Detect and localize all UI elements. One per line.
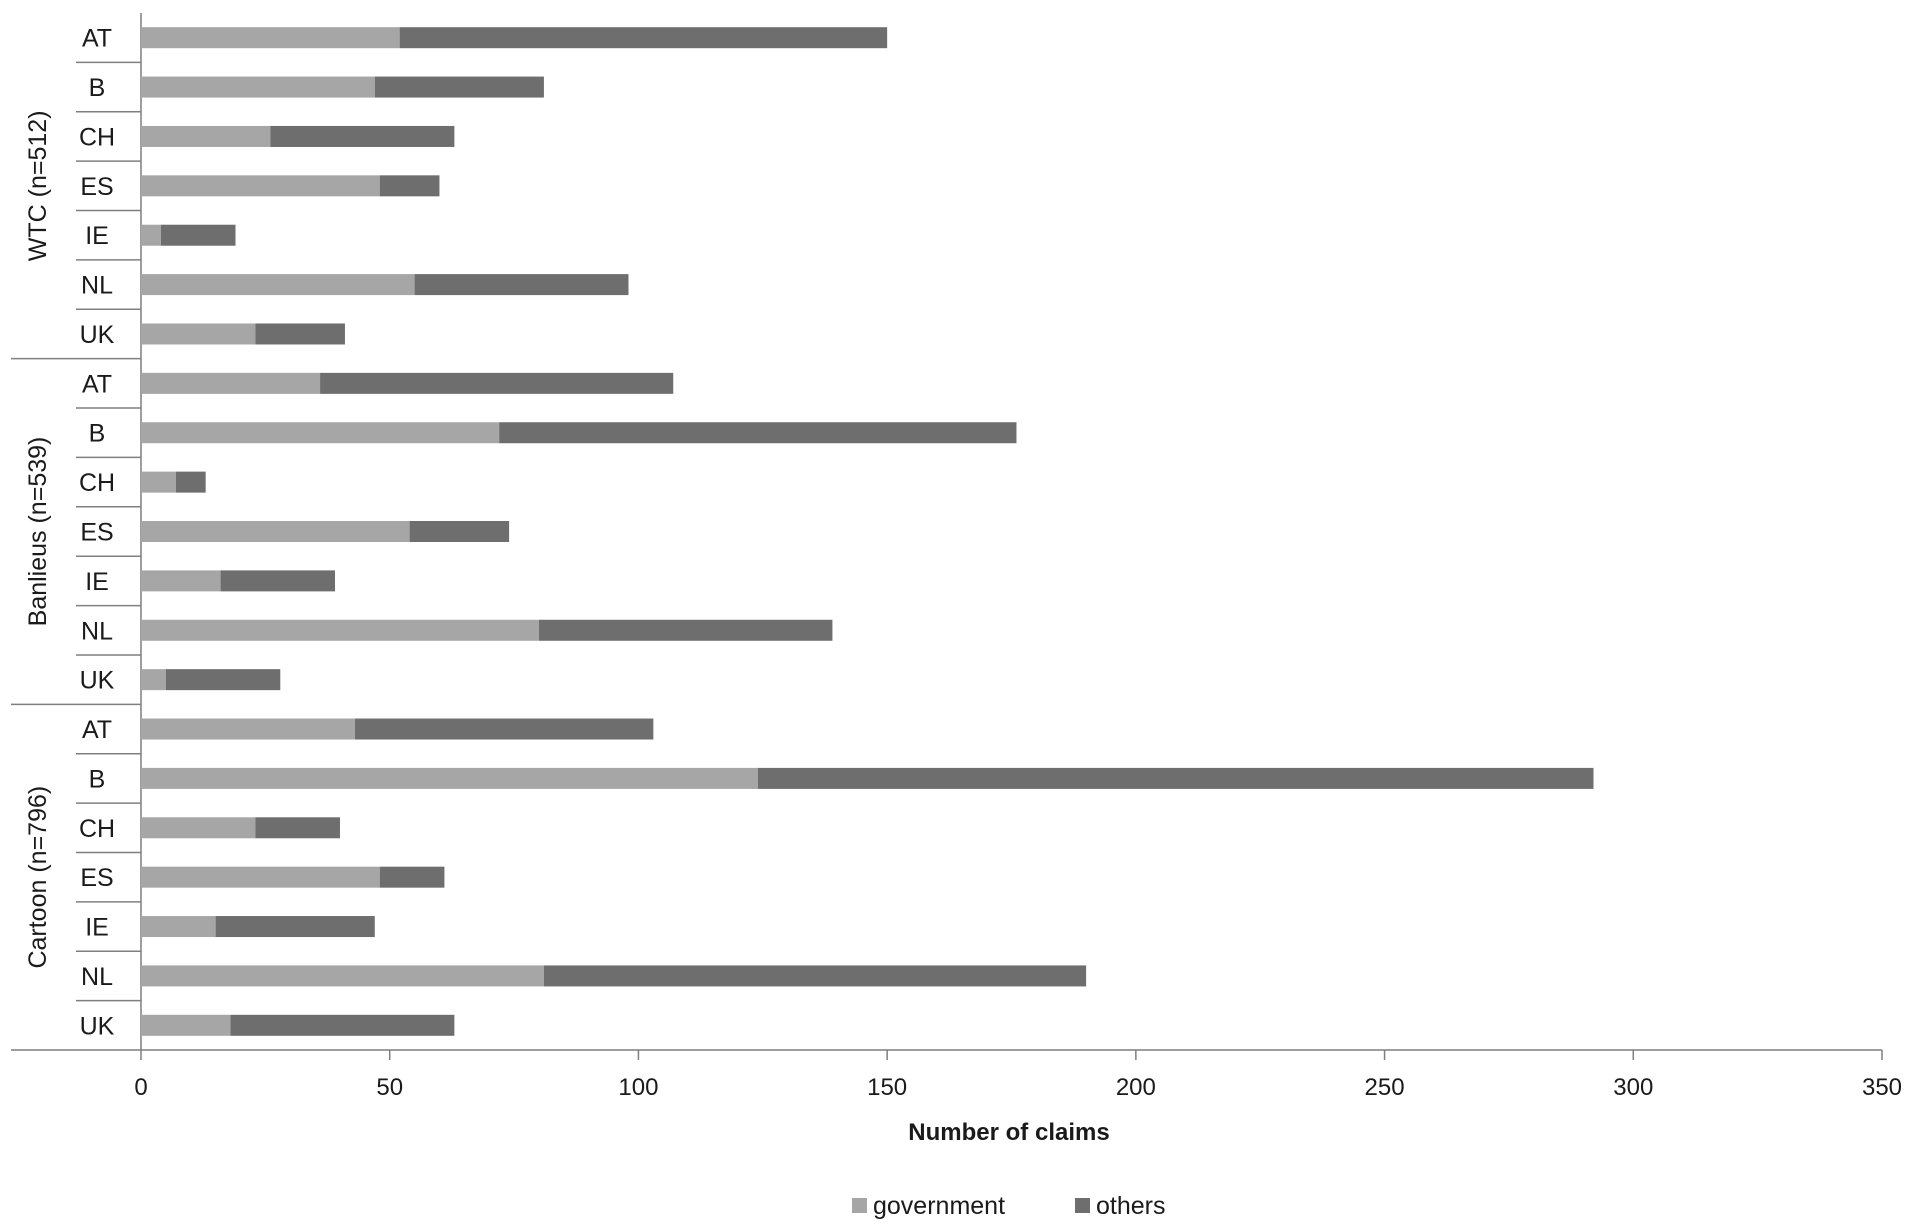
x-tick-label: 300 (1613, 1074, 1653, 1101)
bar-others (160, 224, 236, 246)
bar-government (141, 718, 355, 740)
category-label: CH (79, 469, 115, 497)
bar-government (141, 175, 380, 197)
legend-swatch-government (852, 1198, 867, 1213)
bar-others (175, 471, 206, 493)
bar-government (141, 817, 256, 839)
group-label: WTC (n=512) (24, 110, 52, 261)
category-label: B (89, 420, 106, 448)
bar-government (141, 274, 415, 296)
bar-others (409, 521, 510, 542)
category-label: CH (79, 815, 115, 843)
x-axis-title: Number of claims (908, 1119, 1109, 1146)
bar-others (255, 817, 340, 839)
bar-others (543, 965, 1087, 987)
bar-government (141, 965, 544, 987)
bar-government (141, 866, 380, 888)
bar-others (379, 175, 440, 197)
category-label: IE (85, 914, 109, 942)
bar-others (414, 274, 629, 296)
bar-others (499, 422, 1017, 444)
bar-government (141, 125, 271, 147)
bar-others (399, 27, 888, 49)
category-label: B (89, 765, 106, 793)
x-tick-label: 350 (1862, 1074, 1902, 1101)
category-labels: AT B CH ES IE NL UK WTC (n=512) AT B CH ES IE NL UK Ban… (24, 25, 115, 1041)
x-tick-label: 200 (1116, 1074, 1156, 1101)
bar-government (141, 372, 321, 394)
x-tick-label: 100 (618, 1074, 658, 1101)
bars (141, 27, 1594, 1036)
bar-government (141, 570, 221, 592)
bar-others (374, 76, 544, 98)
bar-government (141, 619, 539, 641)
category-label: AT (82, 370, 112, 398)
axes: 0 50 100 150 200 250 300 350 (11, 13, 1902, 1101)
legend: government others (852, 1192, 1165, 1220)
category-label: CH (79, 123, 115, 151)
category-label: UK (80, 321, 115, 349)
bar-others (165, 669, 281, 691)
group-label: Banlieus (n=539) (24, 437, 52, 627)
category-label: ES (80, 864, 113, 892)
bar-government (141, 521, 410, 542)
bar-others (270, 125, 455, 147)
category-label: IE (85, 568, 109, 596)
x-tick-label: 250 (1365, 1074, 1405, 1101)
bar-others (230, 1014, 455, 1036)
bar-government (141, 323, 256, 345)
bar-government (141, 422, 500, 444)
x-tick-label: 150 (867, 1074, 907, 1101)
category-label: AT (82, 716, 112, 744)
category-label: NL (81, 963, 113, 991)
legend-label-government: government (873, 1192, 1005, 1220)
bar-others (354, 718, 654, 740)
bar-government (141, 224, 161, 246)
legend-label-others: others (1096, 1192, 1165, 1220)
category-label: ES (80, 173, 113, 201)
bar-others (215, 916, 375, 938)
bar-others (255, 323, 345, 345)
group-label: Cartoon (n=796) (24, 786, 52, 969)
category-label: ES (80, 519, 113, 547)
bar-others (538, 619, 833, 641)
bar-government (141, 767, 758, 789)
category-label: AT (82, 25, 112, 53)
bar-others (320, 372, 674, 394)
x-tick-label: 50 (376, 1074, 403, 1101)
legend-swatch-others (1075, 1198, 1090, 1213)
bar-others (220, 570, 335, 592)
bar-government (141, 27, 400, 49)
bar-others (757, 767, 1594, 789)
bar-government (141, 1014, 231, 1036)
x-tick-label: 0 (134, 1074, 147, 1101)
bar-government (141, 76, 375, 98)
category-label: UK (80, 1012, 115, 1040)
category-label: UK (80, 667, 115, 695)
category-label: NL (81, 272, 113, 300)
bar-government (141, 669, 166, 691)
category-label: B (89, 74, 106, 102)
bar-government (141, 471, 176, 493)
category-label: NL (81, 617, 113, 645)
category-label: IE (85, 222, 109, 250)
bar-government (141, 916, 216, 938)
bar-others (379, 866, 445, 888)
